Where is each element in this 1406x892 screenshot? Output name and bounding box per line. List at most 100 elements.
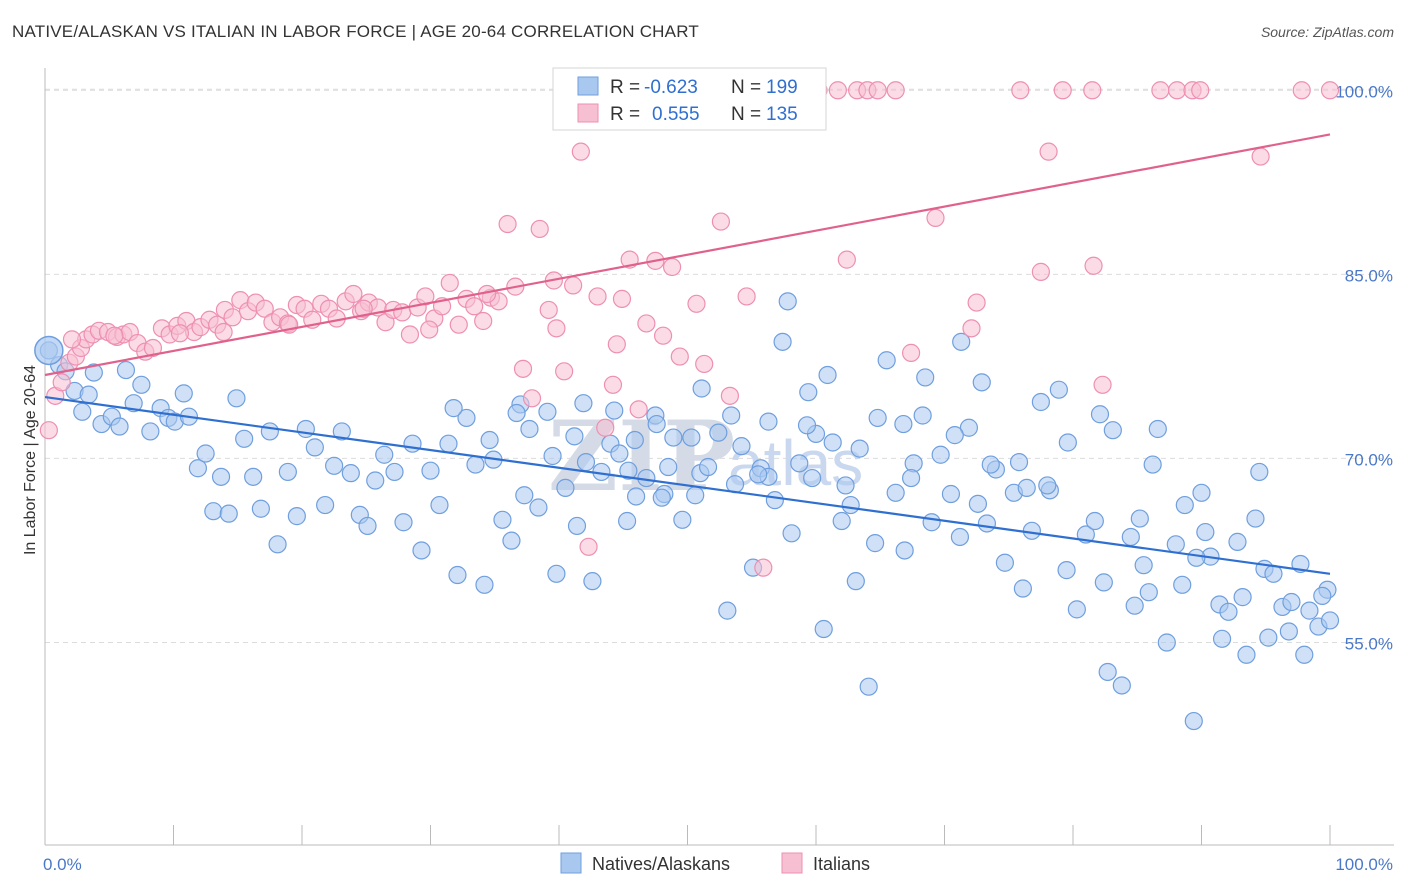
italians-point — [1151, 81, 1170, 100]
italians-point — [1251, 147, 1270, 166]
natives-point — [866, 534, 885, 553]
italians-point — [223, 308, 242, 327]
natives-point — [803, 468, 822, 488]
italians-point — [52, 373, 71, 392]
natives-point — [235, 429, 254, 448]
natives-point — [493, 510, 512, 529]
natives-point — [538, 402, 557, 421]
natives-stat-swatch — [577, 76, 599, 96]
natives-point — [1022, 521, 1041, 540]
italians-point — [711, 212, 731, 231]
natives-point — [790, 454, 809, 473]
chart-title: NATIVE/ALASKAN VS ITALIAN IN LABOR FORCE… — [12, 22, 699, 41]
natives-point — [188, 459, 208, 478]
natives-point — [1219, 602, 1238, 621]
natives-point — [211, 467, 231, 486]
natives-point — [448, 565, 467, 585]
natives-point — [278, 462, 297, 482]
natives-point — [686, 486, 705, 505]
italians-point — [440, 273, 459, 293]
natives-point — [626, 487, 646, 506]
italians-point — [547, 319, 566, 338]
natives-point — [1031, 392, 1050, 412]
natives-point — [692, 379, 711, 398]
italians-point — [1031, 262, 1050, 281]
natives-point — [922, 513, 941, 532]
natives-point — [886, 483, 905, 502]
natives-point — [664, 428, 683, 447]
natives-point — [529, 498, 548, 517]
natives-point — [647, 414, 666, 434]
natives-point — [325, 456, 344, 475]
natives-point — [1098, 662, 1117, 682]
italians-point — [539, 300, 558, 320]
natives-point — [475, 575, 494, 594]
natives-point — [1121, 527, 1140, 547]
natives-point — [818, 365, 837, 385]
natives-point — [931, 445, 950, 464]
italians-r-value: 0.555 — [652, 104, 700, 125]
italians-point — [1320, 81, 1340, 100]
natives-point — [260, 422, 279, 441]
italians-point — [637, 314, 656, 333]
natives-point — [358, 516, 377, 536]
italians-point — [754, 558, 773, 577]
natives-r-label: R = — [610, 77, 640, 98]
natives-point — [950, 527, 970, 547]
italians-point — [474, 311, 493, 331]
italians-point — [967, 293, 986, 312]
natives-point — [782, 524, 801, 543]
natives-point — [605, 401, 624, 420]
italians-point — [720, 386, 740, 405]
italians-point — [868, 81, 887, 100]
natives-point — [732, 437, 751, 456]
natives-point — [1192, 483, 1211, 502]
italians-point — [926, 208, 945, 228]
natives-point — [567, 516, 587, 536]
natives-point — [846, 572, 865, 591]
natives-point — [1143, 455, 1162, 474]
natives-point — [610, 444, 629, 463]
legend-italians-swatch — [781, 852, 803, 874]
natives-point — [565, 427, 584, 446]
italians-point — [629, 400, 648, 419]
natives-point — [1166, 535, 1185, 554]
legend-natives-label: Natives/Alaskans — [592, 854, 730, 874]
natives-point — [1038, 476, 1057, 495]
data-points — [34, 81, 1340, 731]
natives-point — [1237, 645, 1256, 664]
natives-point — [204, 502, 223, 521]
natives-point — [1112, 676, 1131, 695]
natives-point — [1017, 478, 1036, 497]
natives-point — [1057, 561, 1076, 580]
italians-point — [530, 219, 549, 239]
italians-point — [607, 335, 626, 354]
natives-point — [375, 445, 394, 464]
natives-point — [439, 434, 458, 453]
natives-point — [174, 384, 193, 403]
natives-point — [287, 507, 306, 526]
natives-point — [480, 430, 499, 450]
italians-point — [1011, 81, 1030, 100]
natives-point — [515, 486, 534, 505]
natives-point — [1067, 600, 1086, 619]
italians-point — [420, 320, 439, 339]
natives-point — [421, 461, 440, 480]
natives-point — [1134, 556, 1153, 575]
natives-point — [895, 541, 914, 560]
natives-point — [1212, 629, 1232, 648]
natives-point — [995, 553, 1014, 572]
italians-n-label: N = — [731, 104, 761, 125]
italians-point — [105, 326, 124, 345]
italians-point — [695, 354, 714, 374]
italians-point — [962, 319, 981, 338]
natives-point — [945, 426, 964, 445]
natives-point — [412, 541, 431, 560]
natives-point — [850, 439, 869, 458]
natives-point — [520, 419, 539, 439]
italians-point — [465, 297, 484, 316]
source-label: Source: ZipAtlas.com — [1260, 24, 1394, 40]
natives-point — [618, 511, 637, 531]
natives-point — [778, 292, 797, 311]
italians-point — [39, 421, 58, 440]
